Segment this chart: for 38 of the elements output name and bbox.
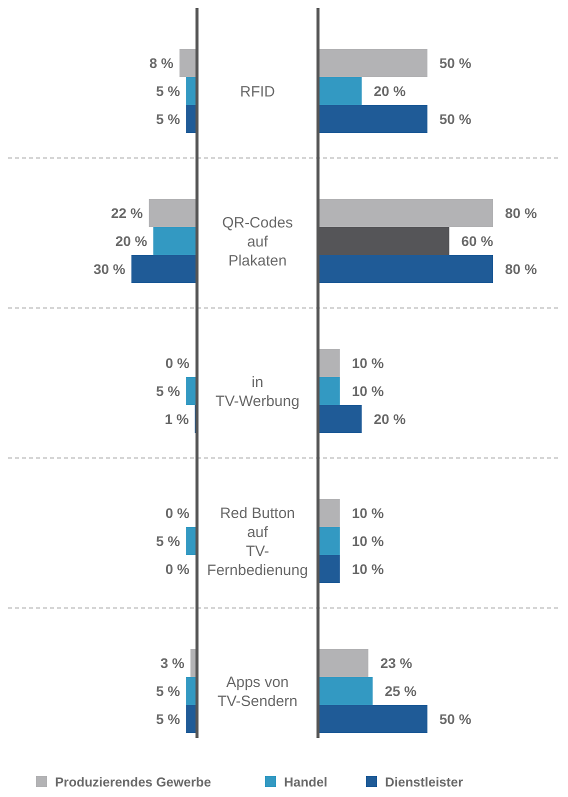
data-label: 0 % [165,354,190,371]
data-label: 5 % [156,82,181,99]
data-label: 8 % [149,54,174,71]
y-tick-label: QR-Codes auf Plakaten [222,214,293,270]
data-label: 25 % [384,682,418,699]
data-label: 10 % [352,504,384,521]
data-label: 20 % [374,82,406,99]
legend-label: Dienstleister [385,774,464,790]
y-tick-label: Red Button auf TV-Fernbedienung [207,504,308,579]
data-label: 80 % [505,204,538,221]
data-label: 5 % [156,682,181,699]
y-tick-label: in TV-Werbung [216,374,300,410]
data-label: 20 % [374,410,406,427]
data-label: 20 % [115,232,148,249]
data-label: 1 % [164,410,190,427]
data-label: 10 % [352,560,384,577]
data-label: 50 % [439,54,472,71]
legend-label: Handel [284,774,328,790]
data-label: 5 % [156,532,181,549]
data-label: 5 % [156,710,181,727]
data-label: 60 % [461,232,494,249]
data-label: 5 % [156,382,181,399]
data-label: 5 % [156,110,181,127]
data-label: 3 % [160,654,185,671]
data-label: 80 % [505,260,538,277]
data-label: 10 % [352,532,384,549]
y-tick-label: RFID [240,83,276,100]
data-label: 0 % [165,504,190,521]
data-label: 30 % [93,260,126,277]
data-label: 50 % [439,710,472,727]
data-label: 50 % [439,110,472,127]
data-label: 10 % [352,382,384,399]
data-label: 10 % [352,354,384,371]
data-label: 0 % [165,560,190,577]
data-label: 23 % [380,654,413,671]
y-tick-label: Apps von TV-Sendern [217,674,298,710]
legend-label: Produzierendes Gewerbe [55,774,212,790]
data-label: 22 % [110,204,144,221]
